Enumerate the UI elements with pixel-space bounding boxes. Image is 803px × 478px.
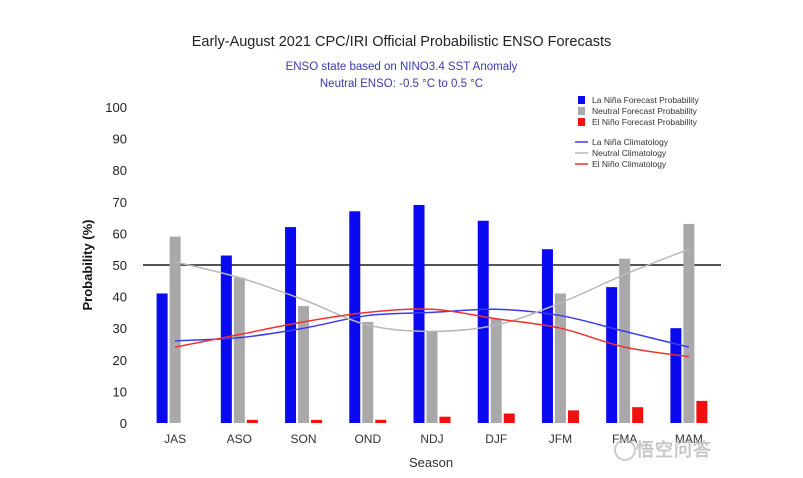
bar-neutral-forecast-probability-jas [169,236,181,423]
bar-el-ni-o-forecast-probability-son [311,419,323,423]
bar-la-ni-a-forecast-probability-fma [606,287,618,423]
watermark-icon [614,439,636,461]
bar-el-ni-o-forecast-probability-fma [632,407,644,423]
y-tick-label: 20 [113,353,127,368]
bar-el-ni-o-forecast-probability-djf [503,413,515,423]
legend-swatch [578,118,585,126]
bar-el-ni-o-forecast-probability-ndj [439,416,451,423]
y-tick-label: 30 [113,321,127,336]
bar-la-ni-a-forecast-probability-jas [156,293,168,423]
bar-neutral-forecast-probability-mam [683,223,695,423]
legend-label: El Niño Forecast Probability [592,117,698,127]
y-tick-label: 90 [113,132,127,147]
x-tick-label: JFM [549,432,572,446]
y-tick-label: 40 [113,290,127,305]
x-tick-label: JAS [164,432,186,446]
line-la-ni-a-climatology [175,308,690,348]
x-tick-label: SON [291,432,317,446]
bar-la-ni-a-forecast-probability-mam [670,328,682,423]
y-axis-label: Probability (%) [80,219,95,310]
x-tick-label: DJF [485,432,507,446]
bar-la-ni-a-forecast-probability-djf [477,220,489,423]
chart-subtitle-1: ENSO state based on NINO3.4 SST Anomaly [285,61,518,73]
bar-neutral-forecast-probability-ndj [426,331,438,423]
bar-la-ni-a-forecast-probability-jfm [541,249,553,423]
bar-el-ni-o-forecast-probability-ond [375,419,387,423]
y-tick-label: 0 [120,416,127,431]
legend-swatch [578,96,585,104]
bar-neutral-forecast-probability-son [298,306,310,423]
bar-neutral-forecast-probability-djf [490,318,502,423]
x-tick-label: ASO [227,432,252,446]
y-tick-label: 10 [113,384,127,399]
legend-label: La Niña Climatology [592,137,669,147]
x-tick-label: NDJ [420,432,443,446]
y-tick-label: 70 [113,195,127,210]
chart-title: Early-August 2021 CPC/IRI Official Proba… [191,34,612,50]
bar-la-ni-a-forecast-probability-ndj [413,204,425,423]
line-el-ni-o-climatology [174,308,689,358]
y-tick-label: 60 [113,226,127,241]
y-tick-label: 80 [113,163,127,178]
legend-label: Neutral Climatology [592,148,667,158]
x-tick-label: MAM [675,432,703,446]
x-tick-label: OND [354,432,381,446]
bar-neutral-forecast-probability-aso [233,277,245,423]
bar-neutral-forecast-probability-ond [362,321,374,423]
bar-la-ni-a-forecast-probability-son [285,227,297,423]
y-tick-label: 100 [105,100,127,115]
bar-neutral-forecast-probability-jfm [554,293,566,423]
chart-subtitle-2: Neutral ENSO: -0.5 °C to 0.5 °C [319,78,484,90]
legend-label: El Niño Climatology [592,159,667,169]
x-axis-label: Season [409,455,453,470]
watermark-text: 悟空问答 [636,440,712,460]
bar-el-ni-o-forecast-probability-jfm [567,410,579,423]
legend-swatch [578,107,585,115]
bar-el-ni-o-forecast-probability-aso [246,419,258,423]
bar-neutral-forecast-probability-fma [619,258,631,423]
legend-label: La Niña Forecast Probability [592,95,700,105]
y-tick-label: 50 [113,258,127,273]
bar-el-ni-o-forecast-probability-mam [696,400,708,423]
line-neutral-climatology [174,248,690,333]
legend-label: Neutral Forecast Probability [592,106,698,116]
